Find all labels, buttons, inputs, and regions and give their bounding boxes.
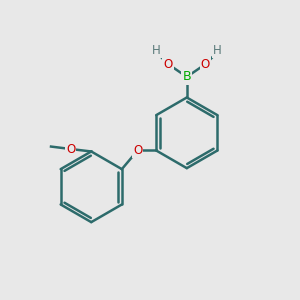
Text: H: H	[213, 44, 222, 57]
Text: H: H	[152, 44, 161, 57]
Text: O: O	[66, 142, 75, 155]
Text: O: O	[201, 58, 210, 70]
Text: O: O	[133, 144, 142, 157]
Text: B: B	[182, 70, 191, 83]
Text: O: O	[164, 58, 173, 70]
